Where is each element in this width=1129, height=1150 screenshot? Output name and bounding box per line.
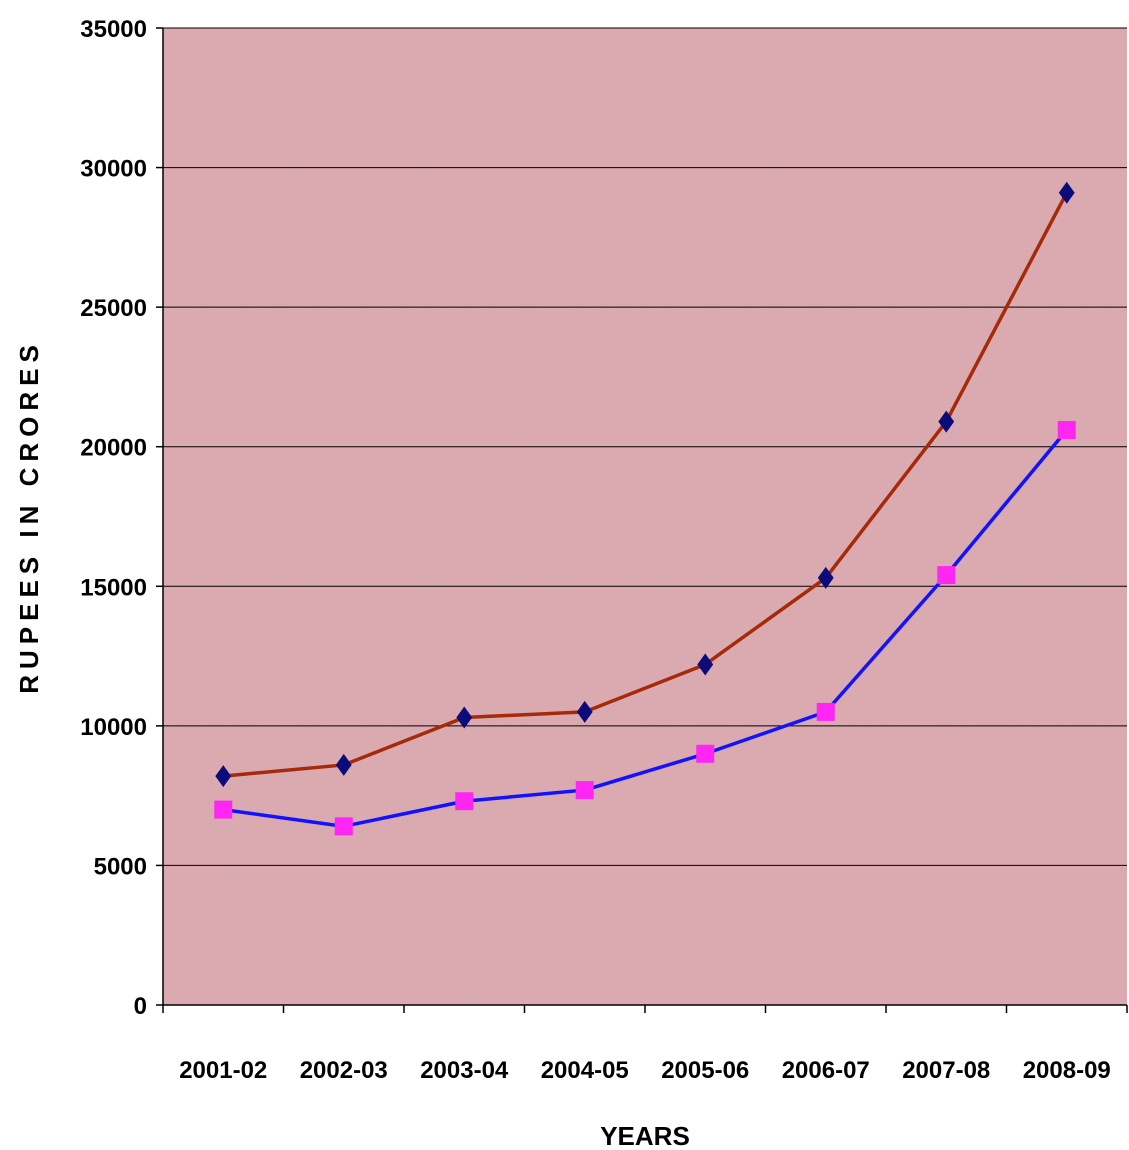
- y-tick-label: 10000: [80, 714, 147, 741]
- x-tick-label: 2003-04: [420, 1057, 509, 1084]
- x-axis-title: YEARS: [600, 1121, 690, 1150]
- data-point-marker: [696, 744, 715, 763]
- data-point-marker: [335, 753, 352, 776]
- y-tick-label: 30000: [80, 156, 147, 183]
- series-layer: [214, 181, 1076, 836]
- x-axis-tick-labels: 2001-02 2002-03 2003-04 2004-05 2005-06 2006-…: [179, 1057, 1111, 1084]
- data-point-marker: [215, 765, 232, 788]
- data-point-marker: [1058, 181, 1075, 204]
- data-point-marker: [334, 817, 353, 836]
- y-tick-label: 15000: [80, 574, 147, 601]
- series-line: [223, 191, 1069, 778]
- y-axis-tick-labels: 0 5000 10000 15000 20000 25000 30000 35000: [80, 16, 147, 1020]
- data-point-marker: [455, 792, 474, 811]
- data-point-marker: [937, 566, 956, 585]
- x-tick-label: 2007-08: [902, 1057, 990, 1084]
- y-tick-label: 20000: [80, 435, 147, 462]
- plot-texture: [163, 28, 1127, 1005]
- x-tick-label: 2001-02: [179, 1057, 267, 1084]
- x-tick-label: 2006-07: [782, 1057, 870, 1084]
- series-2: [214, 420, 1076, 836]
- data-point-marker: [1057, 420, 1076, 439]
- plot-area: [163, 28, 1127, 1005]
- y-tick-label: 0: [134, 993, 147, 1020]
- y-tick-label: 35000: [80, 16, 147, 43]
- x-tick-label: 2002-03: [300, 1057, 388, 1084]
- data-point-marker: [938, 410, 955, 433]
- data-point-marker: [214, 800, 233, 819]
- data-point-marker: [456, 706, 473, 729]
- data-point-marker: [576, 700, 593, 723]
- data-point-marker: [817, 566, 834, 589]
- data-point-marker: [816, 702, 835, 721]
- x-tick-label: 2005-06: [661, 1057, 749, 1084]
- y-tick-label: 25000: [80, 295, 147, 322]
- y-tick-label: 5000: [94, 853, 147, 880]
- series-line: [223, 428, 1069, 829]
- gridlines: [163, 27, 1127, 866]
- x-tick-label: 2004-05: [541, 1057, 629, 1084]
- y-axis-title: RUPEES IN CRORES: [14, 339, 44, 694]
- x-tick-label: 2008-09: [1023, 1057, 1111, 1084]
- axes: [156, 27, 1128, 1013]
- data-point-marker: [575, 781, 594, 800]
- data-point-marker: [697, 653, 714, 676]
- series-1: [215, 181, 1075, 788]
